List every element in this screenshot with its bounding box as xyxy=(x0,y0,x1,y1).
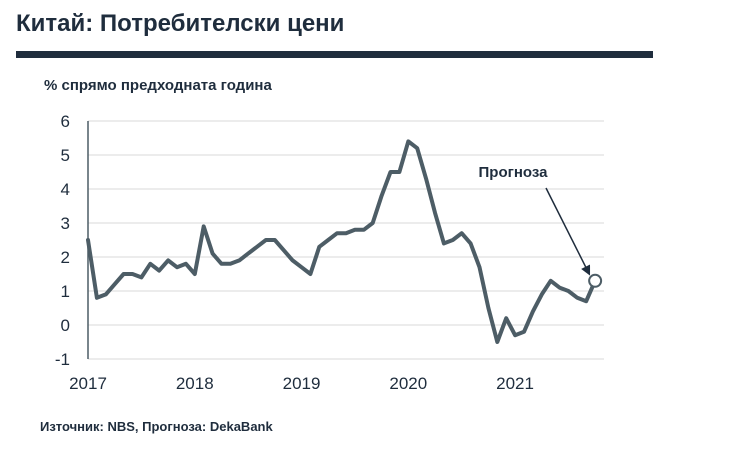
forecast-point xyxy=(588,273,603,288)
y-tick-label: 3 xyxy=(61,214,70,233)
grid-lines xyxy=(87,120,604,360)
series-line xyxy=(86,139,598,344)
x-tick-label: 2018 xyxy=(176,374,214,393)
y-tick-label: 0 xyxy=(61,316,70,335)
title-rule xyxy=(16,51,653,58)
y-tick-label: 5 xyxy=(61,146,70,165)
x-tick-label: 2021 xyxy=(496,374,534,393)
annotation-layer: Прогноза xyxy=(479,164,591,276)
source-note: Източник: NBS, Прогноза: DekaBank xyxy=(40,419,273,434)
x-tick-label: 2017 xyxy=(69,374,107,393)
x-tick-label: 2019 xyxy=(283,374,321,393)
y-tick-label: 4 xyxy=(61,180,70,199)
tick-labels: -1 0 1 2 3 4 5 6 2017 2018 2019 2020 2021 xyxy=(55,112,534,393)
forecast-arrow xyxy=(545,187,591,276)
y-axis-unit-label: % спрямо предходната година xyxy=(44,77,272,94)
page-title: Китай: Потребителски цени xyxy=(16,10,345,37)
forecast-annotation-label: Прогноза xyxy=(479,164,549,181)
x-tick-label: 2020 xyxy=(389,374,427,393)
series-layer xyxy=(86,139,603,344)
y-tick-label: 6 xyxy=(61,112,70,131)
y-tick-label: 1 xyxy=(61,282,70,301)
y-tick-label: 2 xyxy=(61,248,70,267)
y-tick-label: -1 xyxy=(55,350,70,369)
